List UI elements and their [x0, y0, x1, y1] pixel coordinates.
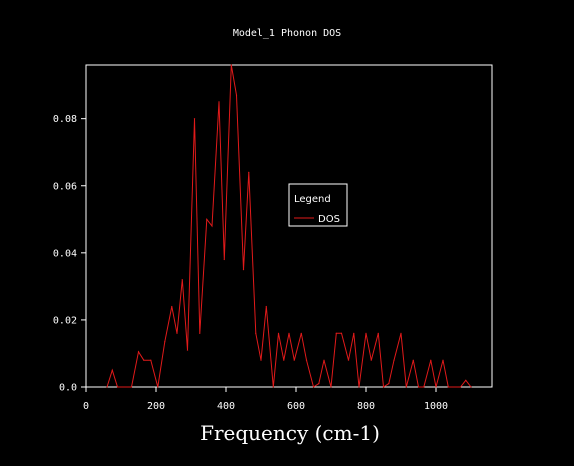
- chart-title: Model_1 Phonon DOS: [233, 28, 341, 39]
- data-point: [293, 359, 295, 361]
- data-point: [186, 349, 189, 351]
- legend: Legend DOS: [288, 183, 348, 227]
- data-point: [405, 386, 407, 388]
- series-layer: [106, 64, 472, 388]
- x-tick-label: 800: [357, 401, 375, 412]
- data-point: [442, 359, 444, 361]
- data-point: [248, 171, 250, 173]
- x-axis: 0 200 400 600 800 1000: [83, 387, 448, 412]
- data-point: [370, 359, 372, 361]
- data-point: [283, 359, 285, 361]
- data-point: [157, 386, 159, 388]
- data-point: [143, 359, 145, 361]
- x-tick-label: 200: [147, 401, 165, 412]
- data-point: [305, 359, 308, 361]
- data-point: [459, 386, 462, 388]
- data-point: [255, 332, 257, 334]
- y-tick-label: 0.0: [59, 383, 77, 394]
- data-point: [447, 386, 449, 388]
- legend-box: [288, 183, 348, 227]
- data-point: [106, 386, 108, 388]
- y-tick-label: 0.06: [53, 181, 77, 192]
- data-point: [130, 386, 133, 388]
- y-axis: 0.0 0.02 0.04 0.06 0.08: [53, 114, 86, 394]
- data-point: [235, 94, 238, 96]
- data-point: [393, 359, 395, 361]
- plot-frame: [85, 64, 493, 388]
- x-tick-label: 0: [83, 401, 89, 412]
- y-tick-label: 0.08: [53, 114, 77, 125]
- data-point: [211, 225, 213, 227]
- data-point: [164, 341, 166, 343]
- data-point: [288, 332, 290, 334]
- legend-title: Legend: [294, 194, 331, 205]
- data-point: [137, 351, 140, 353]
- x-tick-label: 600: [287, 401, 305, 412]
- data-point: [435, 386, 437, 388]
- data-point: [417, 386, 420, 388]
- data-point: [181, 279, 183, 281]
- data-point: [340, 332, 343, 334]
- data-point: [358, 386, 360, 388]
- data-point: [230, 64, 232, 66]
- x-tick-label: 1000: [424, 401, 448, 412]
- data-point: [382, 386, 385, 388]
- data-point: [312, 386, 315, 388]
- data-point: [347, 359, 350, 361]
- data-point: [300, 332, 302, 334]
- data-point: [116, 386, 119, 388]
- data-point: [277, 332, 280, 334]
- data-point: [412, 359, 414, 361]
- y-tick-label: 0.02: [53, 315, 77, 326]
- data-point: [335, 332, 337, 334]
- data-point: [111, 369, 113, 371]
- data-point: [388, 383, 390, 385]
- data-point: [272, 386, 274, 388]
- data-point: [193, 118, 196, 120]
- data-point: [206, 218, 208, 220]
- data-point: [465, 379, 467, 381]
- data-point: [365, 332, 367, 334]
- data-point: [171, 305, 173, 308]
- data-point: [318, 383, 320, 385]
- legend-entry-dos: DOS: [318, 214, 340, 225]
- x-axis-label: Frequency (cm-1): [200, 421, 380, 445]
- data-point: [353, 332, 355, 334]
- series-line-dos: [106, 64, 472, 388]
- y-tick-label: 0.04: [53, 248, 77, 259]
- data-point: [218, 101, 220, 103]
- data-point: [176, 332, 178, 334]
- data-point: [330, 386, 332, 388]
- data-point: [470, 386, 472, 388]
- data-point: [265, 305, 267, 308]
- data-point: [223, 258, 225, 261]
- data-point: [430, 359, 432, 361]
- data-point: [150, 359, 152, 361]
- data-point: [323, 359, 325, 361]
- data-point: [400, 332, 402, 334]
- data-point: [377, 332, 379, 334]
- data-point: [260, 359, 262, 361]
- x-tick-label: 400: [217, 401, 235, 412]
- data-point: [423, 386, 425, 388]
- data-point: [199, 332, 201, 334]
- data-point: [242, 269, 245, 271]
